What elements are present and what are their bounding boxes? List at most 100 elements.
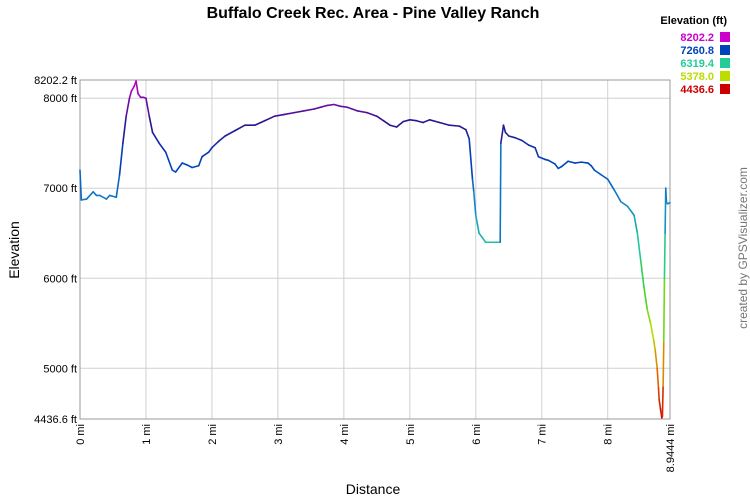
elevation-segment bbox=[613, 189, 622, 203]
elevation-segment bbox=[620, 200, 629, 208]
elevation-segment bbox=[92, 191, 98, 197]
y-tick-label: 8000 ft bbox=[43, 93, 77, 105]
elevation-segment bbox=[554, 163, 560, 170]
elevation-segment bbox=[186, 164, 193, 169]
elevation-series bbox=[79, 80, 671, 419]
elevation-segment bbox=[125, 97, 131, 118]
elevation-segment bbox=[174, 162, 184, 173]
legend-swatch bbox=[720, 71, 730, 81]
elevation-segment bbox=[217, 135, 226, 143]
elevation-segment bbox=[80, 198, 88, 201]
y-tick-label: 6000 ft bbox=[43, 273, 77, 285]
elevation-segment bbox=[656, 367, 660, 389]
elevation-segment bbox=[130, 85, 135, 92]
elevation-segment bbox=[504, 131, 510, 137]
x-tick-label: 8.9444 mi bbox=[665, 424, 677, 472]
elevation-segment bbox=[85, 191, 94, 200]
x-tick-label: 5 mi bbox=[405, 424, 417, 445]
elevation-segment bbox=[366, 111, 378, 118]
elevation-segment bbox=[326, 103, 335, 107]
elevation-segment bbox=[507, 135, 517, 139]
elevation-segment bbox=[356, 110, 368, 114]
elevation-segment bbox=[333, 103, 342, 108]
elevation-segment bbox=[303, 108, 315, 112]
elevation-segment bbox=[626, 205, 635, 217]
elevation-segment bbox=[537, 155, 546, 161]
y-axis-title: Elevation bbox=[6, 221, 22, 279]
elevation-segment bbox=[521, 139, 530, 146]
elevation-segment bbox=[649, 322, 655, 343]
elevation-segment bbox=[662, 340, 665, 388]
x-tick-label: 7 mi bbox=[537, 424, 549, 445]
elevation-segment bbox=[658, 398, 662, 410]
elevation-segment bbox=[197, 155, 203, 167]
elevation-segment bbox=[481, 236, 487, 244]
elevation-segment bbox=[514, 137, 523, 142]
elevation-segment bbox=[409, 119, 418, 122]
elevation-segment bbox=[191, 164, 200, 169]
elevation-segment bbox=[471, 178, 475, 193]
elevation-segment bbox=[663, 232, 666, 280]
elevation-segment bbox=[643, 286, 649, 311]
elevation-segment bbox=[653, 340, 656, 352]
elevation-segment bbox=[263, 115, 276, 122]
elevation-segment bbox=[313, 106, 322, 110]
elevation-segment bbox=[122, 115, 127, 145]
legend-label: 5378.0 bbox=[680, 71, 714, 83]
elevation-segment bbox=[639, 259, 645, 289]
elevation-segment bbox=[458, 125, 467, 131]
elevation-segment bbox=[438, 121, 451, 127]
elevation-segment bbox=[98, 194, 108, 200]
elevation-segment bbox=[662, 277, 666, 343]
legend-label: 8202.2 bbox=[680, 32, 714, 44]
elevation-segment bbox=[547, 159, 556, 165]
elevation-segment bbox=[389, 124, 398, 128]
elevation-segment bbox=[468, 137, 474, 181]
elevation-segment bbox=[201, 151, 210, 158]
elevation-segment bbox=[472, 191, 477, 217]
elevation-segment bbox=[164, 151, 174, 172]
x-tick-label: 6 mi bbox=[471, 424, 483, 445]
legend-swatch bbox=[720, 58, 730, 68]
legend-swatch bbox=[720, 32, 730, 42]
elevation-segment bbox=[283, 111, 296, 116]
elevation-segment bbox=[422, 119, 431, 124]
legend-swatch bbox=[720, 84, 730, 94]
elevation-segment bbox=[207, 146, 213, 154]
x-axis-title: Distance bbox=[346, 481, 401, 497]
elevation-segment bbox=[590, 164, 596, 172]
x-tick-label: 1 mi bbox=[141, 424, 153, 445]
x-tick-label: 3 mi bbox=[273, 424, 285, 445]
elevation-segment bbox=[395, 120, 405, 128]
elevation-segment bbox=[667, 201, 671, 205]
elevation-segment bbox=[560, 160, 569, 168]
y-tick-label: 7000 ft bbox=[43, 183, 77, 195]
elevation-segment bbox=[108, 194, 118, 199]
elevation-segment bbox=[79, 169, 83, 201]
elevation-segment bbox=[339, 105, 348, 109]
elevation-segment bbox=[254, 119, 266, 127]
elevation-segment bbox=[499, 142, 502, 244]
elevation-segment bbox=[158, 142, 167, 154]
elevation-segment bbox=[502, 124, 507, 134]
x-tick-label: 2 mi bbox=[207, 424, 219, 445]
elevation-segment bbox=[573, 161, 583, 164]
elevation-segment bbox=[148, 115, 154, 134]
legend-swatch bbox=[720, 45, 730, 55]
elevation-segment bbox=[224, 129, 236, 137]
x-tick-label: 0 mi bbox=[75, 424, 87, 445]
elevation-segment bbox=[319, 104, 329, 109]
elevation-segment bbox=[633, 214, 639, 235]
y-axis-ticks: 8202.2 ft 8000 ft 7000 ft 6000 ft 5000 ft 443… bbox=[34, 75, 77, 426]
legend-label: 7260.8 bbox=[680, 45, 714, 57]
elevation-segment bbox=[105, 194, 111, 200]
elevation-segment bbox=[428, 119, 441, 124]
elevation-segment bbox=[135, 80, 139, 95]
grid bbox=[79, 79, 671, 420]
y-tick-label: 4436.6 ft bbox=[34, 414, 77, 426]
elevation-segment bbox=[448, 124, 461, 127]
x-tick-label: 8 mi bbox=[603, 424, 615, 445]
y-tick-label: 5000 ft bbox=[43, 363, 77, 375]
elevation-segment bbox=[580, 161, 589, 164]
plot-frame bbox=[79, 79, 671, 420]
